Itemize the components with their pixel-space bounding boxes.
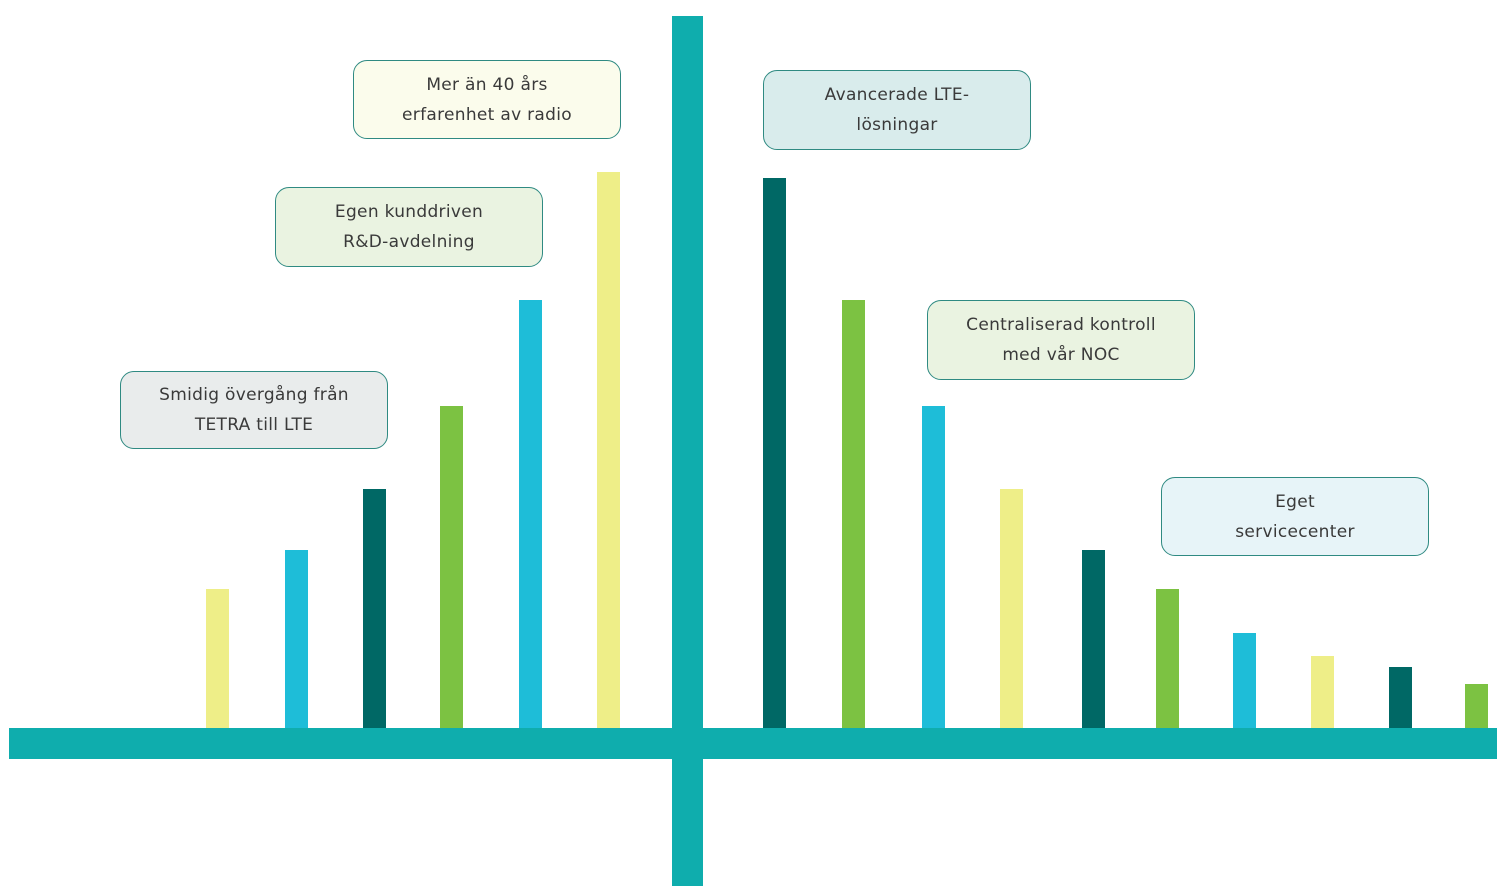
bar-right-7 (1233, 633, 1256, 728)
callout-experience-line2: erfarenhet av radio (402, 104, 572, 125)
callout-smooth-transition-line1: Smidig övergång från (159, 385, 349, 405)
bar-left-4 (440, 406, 463, 728)
bar-left-3 (363, 489, 386, 728)
bar-left-1 (206, 589, 229, 728)
callout-rnd-line2: R&D-avdelning (343, 232, 475, 252)
bar-left-2 (285, 550, 308, 728)
callout-rnd-line1: Egen kunddriven (334, 202, 484, 222)
callout-noc: Centraliserad kontroll med vår NOC (927, 300, 1195, 380)
bar-right-8 (1311, 656, 1334, 728)
callout-service-line2: servicecenter (1235, 521, 1355, 542)
callout-noc-line1: Centraliserad kontroll (966, 315, 1156, 335)
bar-left-6 (597, 172, 620, 728)
bar-left-5 (519, 300, 542, 728)
bar-right-1 (763, 178, 786, 728)
bar-right-6 (1156, 589, 1179, 728)
bar-right-3 (922, 406, 945, 728)
callout-service: Eget servicecenter (1161, 477, 1429, 556)
bar-right-4 (1000, 489, 1023, 728)
callout-lte-line1: Avancerade LTE- (824, 85, 970, 105)
bar-right-9 (1389, 667, 1412, 728)
callout-experience-line1: Mer än 40 års (426, 74, 548, 95)
callout-lte-line2: lösningar (856, 115, 938, 135)
callout-service-line1: Eget (1275, 491, 1315, 512)
callout-lte: Avancerade LTE- lösningar (763, 70, 1031, 150)
callout-rnd: Egen kunddriven R&D-avdelning (275, 187, 543, 267)
horizontal-axis (9, 728, 1497, 759)
callout-smooth-transition: Smidig övergång från TETRA till LTE (120, 371, 388, 449)
bar-right-5 (1082, 550, 1105, 728)
bar-right-10 (1465, 684, 1488, 728)
bar-right-2 (842, 300, 865, 728)
callout-experience: Mer än 40 års erfarenhet av radio (353, 60, 621, 139)
callout-noc-line2: med vår NOC (1002, 345, 1120, 365)
callout-smooth-transition-line2: TETRA till LTE (194, 415, 314, 435)
